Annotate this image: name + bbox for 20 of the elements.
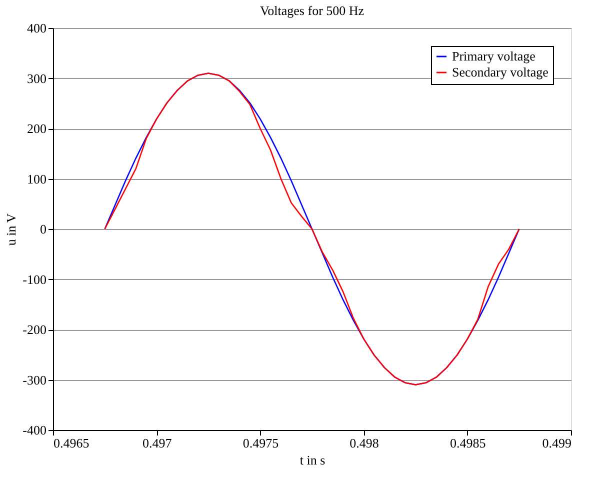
x-axis-title: t in s [300,452,326,468]
y-tick-label: 0 [40,222,46,236]
y-tick-label: -300 [22,372,46,388]
x-tick-label: 0.4985 [450,436,486,450]
y-tick-label: -100 [22,272,46,287]
legend-label: Secondary voltage [452,64,549,80]
chart-title: Voltages for 500 Hz [260,3,364,18]
legend-label: Primary voltage [452,48,536,64]
y-tick-label: -400 [22,422,46,438]
y-tick-label: -200 [22,322,46,337]
x-tick-label: 0.4975 [242,436,279,450]
y-tick-label: 100 [27,171,46,186]
x-tick-label: 0.498 [350,436,379,450]
x-tick-label: 0.499 [542,436,572,450]
x-tick-label: 0.497 [142,436,172,450]
x-tick-label: 0.4965 [54,436,90,450]
y-tick-label: 300 [27,70,46,86]
y-tick-label: 400 [27,20,46,36]
y-axis-title: u in V [4,212,19,246]
y-tick-label: 200 [27,121,46,136]
